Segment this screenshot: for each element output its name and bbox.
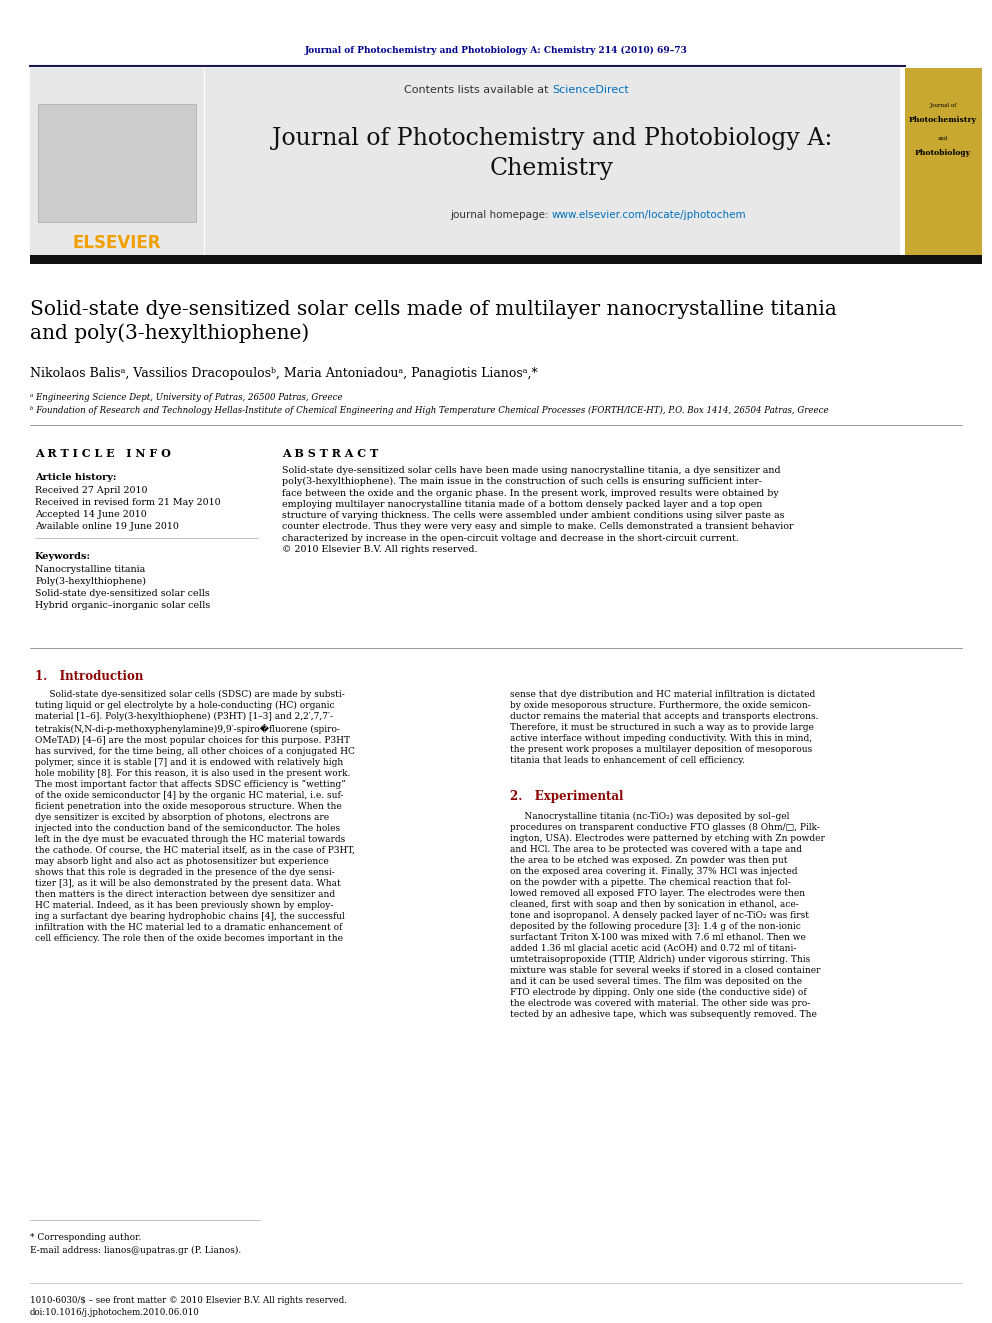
- FancyBboxPatch shape: [30, 255, 982, 265]
- Text: Solid-state dye-sensitized solar cells (SDSC) are made by substi-
tuting liquid : Solid-state dye-sensitized solar cells (…: [35, 691, 355, 943]
- FancyBboxPatch shape: [905, 67, 982, 255]
- Text: A R T I C L E   I N F O: A R T I C L E I N F O: [35, 448, 171, 459]
- Text: Available online 19 June 2010: Available online 19 June 2010: [35, 523, 179, 531]
- Text: Solid-state dye-sensitized solar cells: Solid-state dye-sensitized solar cells: [35, 589, 209, 598]
- FancyBboxPatch shape: [205, 67, 900, 255]
- Text: Nanocrystalline titania (nc-TiO₂) was deposited by sol–gel
procedures on transpa: Nanocrystalline titania (nc-TiO₂) was de…: [510, 812, 825, 1019]
- Text: 2.   Experimental: 2. Experimental: [510, 790, 623, 803]
- Text: 1.   Introduction: 1. Introduction: [35, 669, 144, 683]
- FancyBboxPatch shape: [30, 67, 204, 255]
- Text: 1010-6030/$ – see front matter © 2010 Elsevier B.V. All rights reserved.: 1010-6030/$ – see front matter © 2010 El…: [30, 1297, 347, 1304]
- Text: Photobiology: Photobiology: [915, 149, 971, 157]
- Text: ᵇ Foundation of Research and Technology Hellas-Institute of Chemical Engineering: ᵇ Foundation of Research and Technology …: [30, 406, 828, 415]
- Text: journal homepage:: journal homepage:: [450, 210, 552, 220]
- Text: Nanocrystalline titania: Nanocrystalline titania: [35, 565, 145, 574]
- Text: Nikolaos Balisᵃ, Vassilios Dracopoulosᵇ, Maria Antoniadouᵃ, Panagiotis Lianosᵃ,*: Nikolaos Balisᵃ, Vassilios Dracopoulosᵇ,…: [30, 366, 538, 380]
- Text: doi:10.1016/j.jphotochem.2010.06.010: doi:10.1016/j.jphotochem.2010.06.010: [30, 1308, 199, 1316]
- Text: ᵃ Engineering Science Dept, University of Patras, 26500 Patras, Greece: ᵃ Engineering Science Dept, University o…: [30, 393, 342, 402]
- Text: sense that dye distribution and HC material infiltration is dictated
by oxide me: sense that dye distribution and HC mater…: [510, 691, 818, 765]
- Text: Journal of: Journal of: [930, 102, 956, 107]
- Text: Hybrid organic–inorganic solar cells: Hybrid organic–inorganic solar cells: [35, 601, 210, 610]
- Text: Photochemistry: Photochemistry: [909, 116, 977, 124]
- Text: Journal of Photochemistry and Photobiology A: Chemistry 214 (2010) 69–73: Journal of Photochemistry and Photobiolo…: [305, 45, 687, 54]
- Text: and: and: [937, 135, 948, 140]
- Text: Received 27 April 2010: Received 27 April 2010: [35, 486, 148, 495]
- Text: * Corresponding author.: * Corresponding author.: [30, 1233, 142, 1242]
- Text: Solid-state dye-sensitized solar cells have been made using nanocrystalline tita: Solid-state dye-sensitized solar cells h…: [282, 466, 794, 554]
- Text: Solid-state dye-sensitized solar cells made of multilayer nanocrystalline titani: Solid-state dye-sensitized solar cells m…: [30, 300, 837, 344]
- Text: ScienceDirect: ScienceDirect: [552, 85, 629, 95]
- Text: www.elsevier.com/locate/jphotochem: www.elsevier.com/locate/jphotochem: [552, 210, 747, 220]
- Text: Accepted 14 June 2010: Accepted 14 June 2010: [35, 509, 147, 519]
- Text: Poly(3-hexylthiophene): Poly(3-hexylthiophene): [35, 577, 146, 586]
- Text: Keywords:: Keywords:: [35, 552, 91, 561]
- Text: A B S T R A C T: A B S T R A C T: [282, 448, 378, 459]
- Text: Article history:: Article history:: [35, 474, 116, 482]
- Text: Received in revised form 21 May 2010: Received in revised form 21 May 2010: [35, 497, 220, 507]
- FancyBboxPatch shape: [38, 105, 196, 222]
- Text: E-mail address: lianos@upatras.gr (P. Lianos).: E-mail address: lianos@upatras.gr (P. Li…: [30, 1246, 241, 1256]
- Text: Chemistry: Chemistry: [490, 156, 614, 180]
- Text: Journal of Photochemistry and Photobiology A:: Journal of Photochemistry and Photobiolo…: [272, 127, 832, 149]
- Text: ELSEVIER: ELSEVIER: [72, 234, 162, 251]
- Text: Contents lists available at: Contents lists available at: [404, 85, 552, 95]
